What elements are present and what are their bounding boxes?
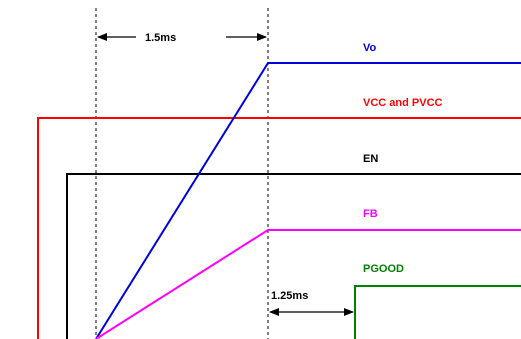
en-label: EN: [363, 153, 378, 165]
en-waveform: [66, 173, 521, 339]
vcc-pvcc-label: VCC and PVCC: [363, 97, 443, 109]
vo-waveform: [95, 62, 521, 339]
fb-label: FB: [363, 208, 378, 220]
fb-waveform: [95, 229, 521, 339]
softstart-time-label: 1.5ms: [145, 32, 176, 44]
vo-label: Vo: [363, 42, 377, 54]
vcc-pvcc-waveform: [37, 117, 521, 339]
pgood-label: PGOOD: [363, 263, 404, 275]
pgood-waveform: [354, 285, 521, 339]
pgood-delay-label: 1.25ms: [271, 290, 308, 302]
